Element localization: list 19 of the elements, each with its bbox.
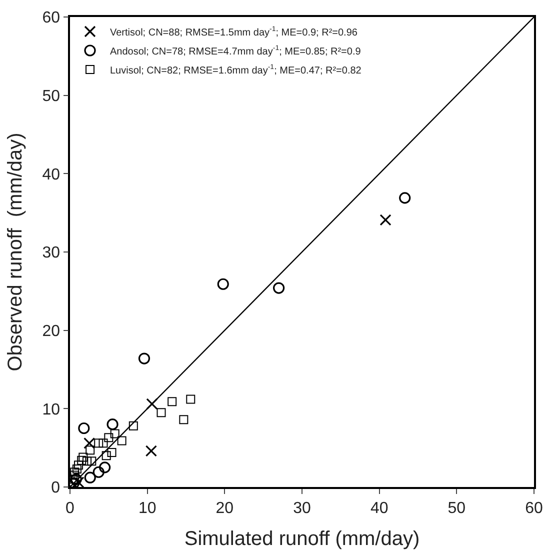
x-tick-label: 40 [370, 500, 388, 517]
x-tick-label: 0 [66, 500, 75, 517]
x-tick-label: 50 [448, 500, 466, 517]
y-tick-label: 10 [42, 401, 60, 418]
x-tick-label: 30 [293, 500, 311, 517]
y-tick-label: 0 [51, 480, 60, 497]
legend-label: Luvisol; CN=82; RMSE=1.6mm day$^{-1}$; ME=0.47; R²=0.82 [110, 64, 362, 76]
legend-label: Vertisol; CN=88; RMSE=1.5mm day$^{-1}$; ME=0.9; R²=0.96 [110, 26, 358, 38]
legend-label: Andosol; CN=78; RMSE=4.7mm day$^{-1}$; ME=0.85; R²=0.9 [110, 45, 362, 58]
y-tick-label: 50 [42, 88, 60, 105]
y-tick-label: 20 [42, 322, 60, 340]
y-tick-label: 30 [42, 244, 60, 262]
x-tick-label: 10 [138, 500, 156, 517]
y-tick-label: 60 [42, 10, 60, 27]
y-tick-label: 40 [42, 166, 60, 184]
x-axis-title: Simulated runoff (mm/day) [184, 528, 420, 550]
y-axis-title: Observed runoff (mm/day) [4, 132, 26, 372]
x-tick-label: 60 [525, 500, 543, 517]
x-tick-label: 20 [216, 500, 234, 517]
